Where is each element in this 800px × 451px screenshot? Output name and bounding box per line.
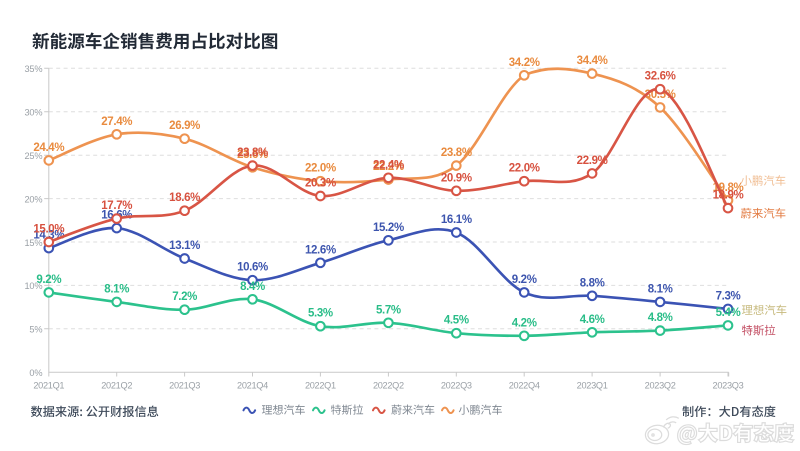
svg-text:5.4%: 5.4% — [716, 307, 741, 319]
svg-text:8.1%: 8.1% — [648, 283, 673, 295]
svg-text:2021Q2: 2021Q2 — [101, 380, 132, 390]
svg-text:15.2%: 15.2% — [373, 222, 404, 234]
svg-text:10.6%: 10.6% — [237, 262, 268, 274]
svg-text:30.5%: 30.5% — [645, 89, 676, 101]
svg-text:22.0%: 22.0% — [509, 163, 540, 175]
svg-text:15%: 15% — [25, 238, 43, 248]
svg-text:0%: 0% — [29, 368, 42, 378]
svg-text:2022Q2: 2022Q2 — [373, 380, 404, 390]
svg-text:2022Q3: 2022Q3 — [441, 380, 472, 390]
svg-text:22.4%: 22.4% — [373, 159, 404, 171]
svg-text:20.3%: 20.3% — [305, 178, 336, 190]
svg-text:23.8%: 23.8% — [237, 147, 268, 159]
svg-text:4.8%: 4.8% — [648, 312, 673, 324]
svg-text:2023Q2: 2023Q2 — [645, 380, 676, 390]
svg-text:2023Q3: 2023Q3 — [713, 380, 744, 390]
svg-text:2021Q3: 2021Q3 — [169, 380, 200, 390]
svg-text:18.9%: 18.9% — [713, 190, 744, 202]
svg-text:5.7%: 5.7% — [376, 304, 401, 316]
svg-text:30%: 30% — [25, 108, 43, 118]
svg-text:12.6%: 12.6% — [305, 244, 336, 256]
svg-text:5%: 5% — [29, 325, 42, 335]
svg-text:5.3%: 5.3% — [308, 308, 333, 320]
svg-text:4.5%: 4.5% — [444, 315, 469, 327]
svg-text:4.6%: 4.6% — [580, 314, 605, 326]
svg-text:8.1%: 8.1% — [104, 283, 129, 295]
svg-text:25%: 25% — [25, 151, 43, 161]
svg-text:32.6%: 32.6% — [645, 71, 676, 83]
svg-text:4.2%: 4.2% — [512, 317, 537, 329]
svg-text:35%: 35% — [25, 64, 43, 74]
svg-text:7.2%: 7.2% — [172, 291, 197, 303]
svg-text:13.1%: 13.1% — [169, 240, 200, 252]
svg-text:9.2%: 9.2% — [36, 274, 61, 286]
svg-text:22.2%: 22.2% — [373, 161, 404, 173]
svg-text:24.4%: 24.4% — [33, 142, 64, 154]
svg-text:17.7%: 17.7% — [101, 200, 132, 212]
svg-text:27.4%: 27.4% — [101, 116, 132, 128]
svg-text:20.9%: 20.9% — [441, 172, 472, 184]
svg-text:2022Q1: 2022Q1 — [305, 380, 336, 390]
svg-text:26.9%: 26.9% — [169, 120, 200, 132]
svg-text:10%: 10% — [25, 281, 43, 291]
svg-text:2022Q4: 2022Q4 — [509, 380, 540, 390]
svg-text:9.2%: 9.2% — [512, 274, 537, 286]
svg-text:20%: 20% — [25, 194, 43, 204]
svg-text:34.2%: 34.2% — [509, 57, 540, 69]
svg-text:34.4%: 34.4% — [577, 55, 608, 67]
svg-text:7.3%: 7.3% — [716, 290, 741, 302]
svg-text:22.0%: 22.0% — [305, 163, 336, 175]
svg-text:8.4%: 8.4% — [240, 281, 265, 293]
svg-text:2021Q1: 2021Q1 — [33, 380, 64, 390]
svg-text:22.9%: 22.9% — [577, 155, 608, 167]
svg-text:18.6%: 18.6% — [169, 192, 200, 204]
svg-text:23.6%: 23.6% — [237, 149, 268, 161]
svg-text:23.8%: 23.8% — [441, 147, 472, 159]
svg-text:2023Q1: 2023Q1 — [577, 380, 608, 390]
svg-text:8.8%: 8.8% — [580, 277, 605, 289]
svg-text:16.1%: 16.1% — [441, 214, 472, 226]
svg-text:2021Q4: 2021Q4 — [237, 380, 268, 390]
svg-text:15.0%: 15.0% — [33, 224, 64, 236]
